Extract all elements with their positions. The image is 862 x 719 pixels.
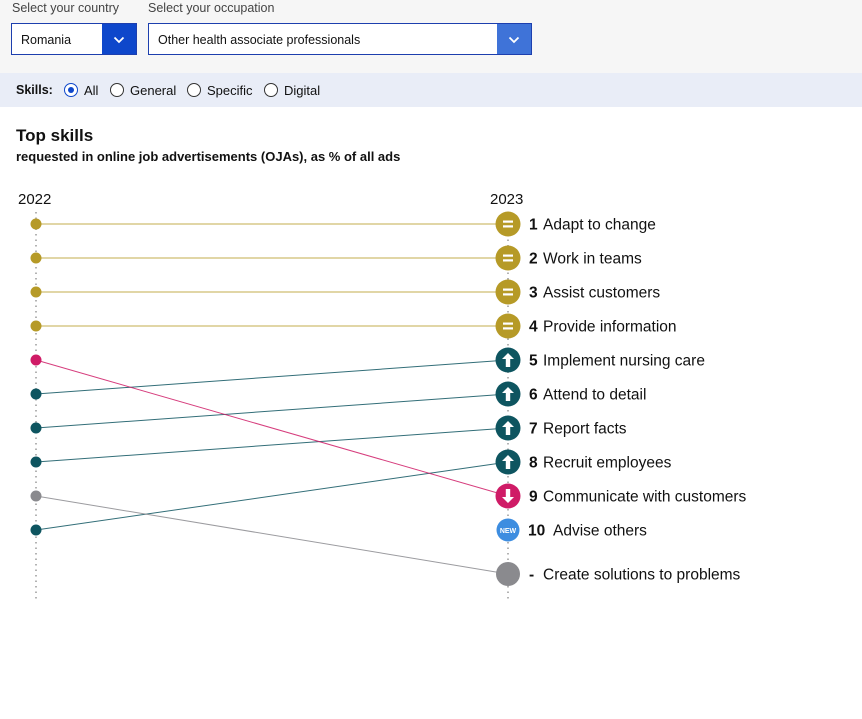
point-2022[interactable] [30,320,42,332]
point-2023-dropped[interactable] [496,562,520,586]
country-dropdown-button[interactable] [102,24,136,54]
equal-icon [503,322,513,325]
equal-icon [503,259,513,262]
radio-all[interactable]: All [64,81,98,99]
equal-icon [503,220,513,223]
point-2022[interactable] [30,388,42,400]
slope-line [35,461,509,531]
point-2022[interactable] [30,354,42,366]
rank-label: 1 [529,217,538,234]
chart-subtitle: requested in online job advertisements (… [16,149,401,164]
rank-label: 6 [529,387,538,404]
country-value: Romania [21,33,72,47]
rank-label: 10 [528,523,545,540]
point-2022[interactable] [30,524,42,536]
arrow-down-icon [502,489,514,503]
skill-label: Work in teams [543,251,642,268]
slope-line [35,359,509,395]
radio-all-circle[interactable] [64,83,78,97]
radio-all-label: All [84,82,99,98]
skills-filter-bar: Skills: All General Specific Digital [0,73,862,107]
chart-title: Top skills [16,126,94,145]
point-2023[interactable] [495,211,521,237]
radio-specific-label: Specific [207,82,253,98]
rank-label: 2 [529,251,538,268]
rank-label: 5 [529,353,538,370]
arrow-up-icon [502,421,514,435]
occupation-select[interactable]: Other health associate professionals [148,23,532,55]
new-badge: NEW [500,528,517,535]
point-2022[interactable] [30,490,42,502]
skills-filter-label: Skills: [16,83,53,97]
slope-line [35,495,509,575]
equal-icon [503,327,513,330]
filter-bar: Select your country Romania Select your … [0,0,862,73]
year-label-2022: 2022 [18,191,51,208]
occupation-dropdown-button[interactable] [497,24,531,54]
arrow-up-icon [502,387,514,401]
radio-digital[interactable]: Digital [264,81,320,99]
skill-label: Advise others [553,523,647,540]
occupation-value: Other health associate professionals [158,33,361,47]
country-select[interactable]: Romania [11,23,137,55]
skill-label: Provide information [543,319,677,336]
rank-label: 7 [529,421,538,438]
radio-general-label: General [130,82,177,98]
point-2023[interactable] [495,313,521,339]
skill-label: Communicate with customers [543,489,747,506]
point-2022[interactable] [30,286,42,298]
radio-specific[interactable]: Specific [187,81,253,99]
radio-general[interactable]: General [110,81,176,99]
slope-line [35,427,509,463]
point-2023[interactable] [495,279,521,305]
radio-specific-circle[interactable] [187,83,201,97]
year-label-2023: 2023 [490,191,523,208]
skill-label: Assist customers [543,285,660,302]
occupation-label: Select your occupation [148,1,275,15]
chevron-down-icon [508,36,520,44]
radio-digital-circle[interactable] [264,83,278,97]
arrow-up-icon [502,455,514,469]
equal-icon [503,254,513,257]
slope-line [35,359,509,497]
skill-label: Attend to detail [543,387,646,404]
rank-label: 4 [529,319,538,336]
rank-label: 3 [529,285,538,302]
point-2022[interactable] [30,422,42,434]
point-2023[interactable] [495,245,521,271]
point-2022[interactable] [30,456,42,468]
radio-digital-label: Digital [284,82,321,98]
equal-icon [503,288,513,291]
skill-label: Implement nursing care [543,353,705,370]
rank-label: - [529,567,534,584]
chevron-down-icon [113,36,125,44]
rank-label: 8 [529,455,538,472]
country-label: Select your country [12,1,119,15]
skill-label: Create solutions to problems [543,567,741,584]
point-2022[interactable] [30,218,42,230]
skill-label: Recruit employees [543,455,672,472]
point-2023-new[interactable] [496,518,520,542]
skill-label: Report facts [543,421,627,438]
point-2022[interactable] [30,252,42,264]
skill-label: Adapt to change [543,217,656,234]
arrow-up-icon [502,353,514,367]
equal-icon [503,225,513,228]
equal-icon [503,293,513,296]
rank-label: 9 [529,489,538,506]
radio-general-circle[interactable] [110,83,124,97]
slope-line [35,393,509,429]
